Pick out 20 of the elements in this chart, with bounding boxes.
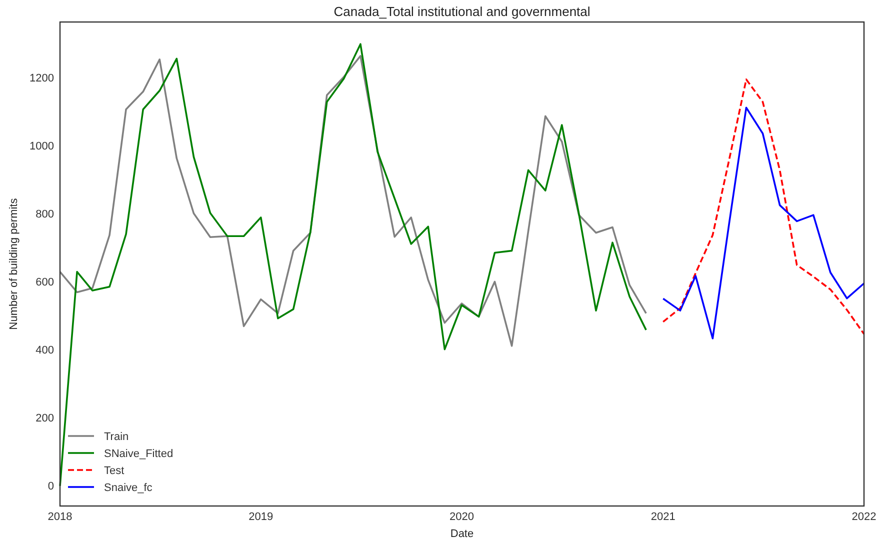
x-axis-title: Date (450, 528, 474, 540)
legend-label: Train (104, 431, 129, 443)
y-tick-label: 800 (36, 208, 54, 221)
line-series (59, 55, 647, 347)
y-tick-label: 200 (36, 412, 54, 424)
y-tick-label: 400 (36, 344, 54, 357)
x-tick-label: 2018 (48, 510, 72, 523)
x-tick-label: 2019 (248, 510, 274, 523)
y-tick-label: 1200 (30, 72, 54, 85)
x-tick-label: 2022 (852, 510, 876, 523)
y-tick-label: 1000 (30, 140, 54, 153)
x-tick-label: 2020 (449, 510, 474, 523)
x-tick-label: 2021 (650, 510, 676, 523)
legend-label: SNaive_Fitted (104, 448, 174, 460)
legend-label: Test (104, 465, 124, 477)
y-tick-label: 0 (48, 480, 54, 492)
legend-label: Snaive_fc (104, 482, 153, 494)
y-tick-label: 600 (36, 276, 54, 289)
chart-title: Canada_Total institutional and governmental (334, 4, 590, 19)
y-axis-title: Number of building permits (8, 198, 20, 330)
